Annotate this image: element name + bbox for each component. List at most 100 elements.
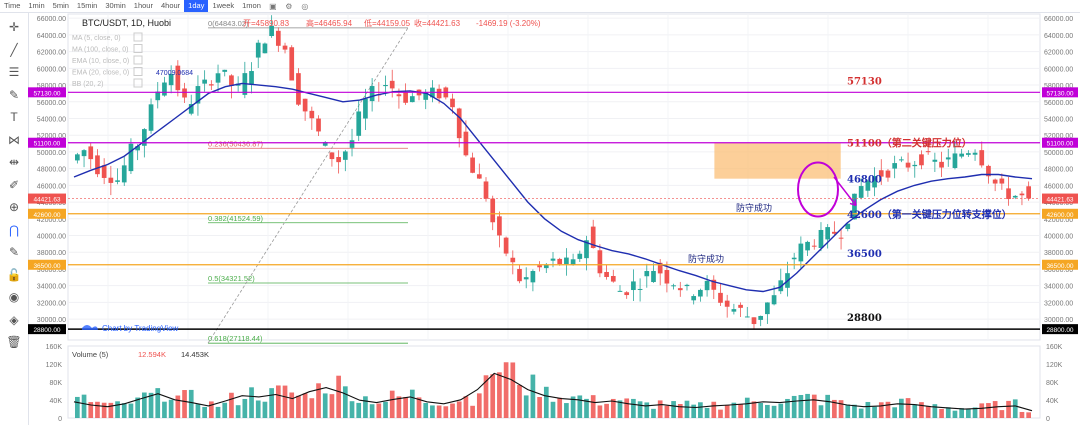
trend-line-icon[interactable]: ╱ xyxy=(10,42,18,57)
candle-body xyxy=(403,91,408,103)
volume-bar xyxy=(322,393,328,418)
candle-body xyxy=(878,170,884,177)
text-icon[interactable]: T xyxy=(10,110,18,124)
settings-icon[interactable]: ⚙ xyxy=(285,1,293,11)
magnet-icon[interactable]: ⋂ xyxy=(9,222,19,237)
volume-bar xyxy=(778,403,784,418)
level-axis-label-left: 42600.00 xyxy=(33,212,60,219)
candle-body xyxy=(637,288,643,290)
volume-tick-left: 40K xyxy=(50,398,63,405)
volume-bar xyxy=(208,401,214,418)
unlock-icon[interactable]: 🔓 xyxy=(6,267,22,282)
volume-bar xyxy=(952,410,958,418)
volume-bar xyxy=(986,403,991,418)
trash-icon[interactable]: 🗑 xyxy=(6,335,22,349)
candle-body xyxy=(530,271,536,283)
timeframe-1min[interactable]: 1min xyxy=(28,1,45,10)
volume-bar xyxy=(188,389,194,418)
y-tick-left: 66000.00 xyxy=(37,16,66,23)
candle-body xyxy=(691,296,697,301)
volume-bar xyxy=(838,400,844,418)
volume-bar xyxy=(704,407,710,418)
volume-bar xyxy=(543,386,549,418)
y-tick-right: 56000.00 xyxy=(1044,100,1073,107)
timeframe-1hour[interactable]: 1hour xyxy=(133,1,153,10)
candle-body xyxy=(168,73,174,86)
candle-body xyxy=(798,243,804,262)
ema-legend-value: 47009.0684 xyxy=(156,70,193,77)
eye-icon[interactable]: ◉ xyxy=(8,290,20,304)
volume-bar xyxy=(389,390,395,418)
timeframe-5min[interactable]: 5min xyxy=(52,1,69,10)
lock-drawing-icon[interactable]: ✎ xyxy=(8,245,20,259)
y-tick-right: 60000.00 xyxy=(1044,66,1073,73)
zoom-icon[interactable]: ⊕ xyxy=(8,200,20,214)
candle-body xyxy=(396,94,402,97)
annotation-defense-2: 防守成功 xyxy=(688,253,724,264)
timeframe-30min[interactable]: 30min xyxy=(105,1,126,10)
timeframe-1mon[interactable]: 1mon xyxy=(242,1,261,10)
volume-value-1: 12.594K xyxy=(138,350,166,359)
level-annotation: 51100（第二关键压力位） xyxy=(847,137,972,150)
horizontal-lines-icon[interactable]: ☰ xyxy=(8,65,20,79)
volume-bar xyxy=(135,397,140,418)
volume-bar xyxy=(805,393,810,418)
volume-bar xyxy=(309,398,315,418)
tradingview-watermark: Chart by TradingView xyxy=(102,324,179,333)
chart-type-icon[interactable]: ▣ xyxy=(269,1,277,11)
timeframe-1day[interactable]: 1day xyxy=(184,0,209,12)
candle-body xyxy=(195,86,201,104)
volume-bar xyxy=(644,402,650,418)
candle-body xyxy=(108,177,114,183)
legend-open: 开=45890.83 xyxy=(243,19,290,28)
candle-body xyxy=(363,98,368,119)
candle-body xyxy=(557,258,563,265)
level-annotation: 57130 xyxy=(847,76,882,87)
pattern-icon[interactable]: ⋈ xyxy=(8,132,20,147)
main-pane xyxy=(67,13,1041,341)
crosshair-icon[interactable]: ✛ xyxy=(8,20,20,34)
brush-icon[interactable]: ✎ xyxy=(8,87,20,102)
ruler-icon[interactable]: ✐ xyxy=(8,177,20,192)
volume-bar xyxy=(677,404,683,418)
level-axis-label-right: 42600.00 xyxy=(1046,212,1073,219)
candle-body xyxy=(992,179,998,184)
y-tick-right: 66000.00 xyxy=(1044,16,1073,23)
volume-bar xyxy=(182,390,187,418)
volume-bar xyxy=(162,401,167,418)
timeframe-time[interactable]: Time xyxy=(4,1,21,10)
candle-body xyxy=(872,176,877,188)
candle-body xyxy=(75,154,80,161)
volume-bar xyxy=(550,401,556,418)
y-tick-left: 52000.00 xyxy=(37,133,66,140)
volume-bar xyxy=(872,406,877,418)
volume-bar xyxy=(597,405,603,418)
candle-body xyxy=(456,108,462,139)
screenshot-icon[interactable]: ◎ xyxy=(301,1,309,11)
candle-body xyxy=(631,281,636,291)
indicator-toggle xyxy=(133,67,143,76)
timeframe-4hour[interactable]: 4hour xyxy=(160,1,181,10)
candle-body xyxy=(269,25,274,37)
candle-body xyxy=(845,223,851,230)
y-tick-right: 40000.00 xyxy=(1044,234,1073,241)
timeframe-15min[interactable]: 15min xyxy=(76,1,98,10)
candle-body xyxy=(858,186,864,198)
volume-bar xyxy=(684,400,690,418)
level-axis-badge-left xyxy=(28,87,66,98)
timeframe-1week[interactable]: 1week xyxy=(212,1,235,10)
candle-body xyxy=(409,96,415,103)
candle-body xyxy=(450,98,455,108)
highlight-circle xyxy=(797,161,839,218)
candle-body xyxy=(316,118,321,132)
candle-body xyxy=(517,268,522,282)
indicator-legend: EMA (20, close, 0) xyxy=(72,70,129,77)
volume-bar xyxy=(765,404,770,418)
candle-body xyxy=(945,157,951,160)
layers-icon[interactable]: ◈ xyxy=(9,312,19,327)
measure-icon[interactable]: ⇹ xyxy=(8,155,20,169)
candle-body xyxy=(302,98,308,112)
candle-body xyxy=(463,131,469,156)
volume-bar xyxy=(175,395,181,418)
